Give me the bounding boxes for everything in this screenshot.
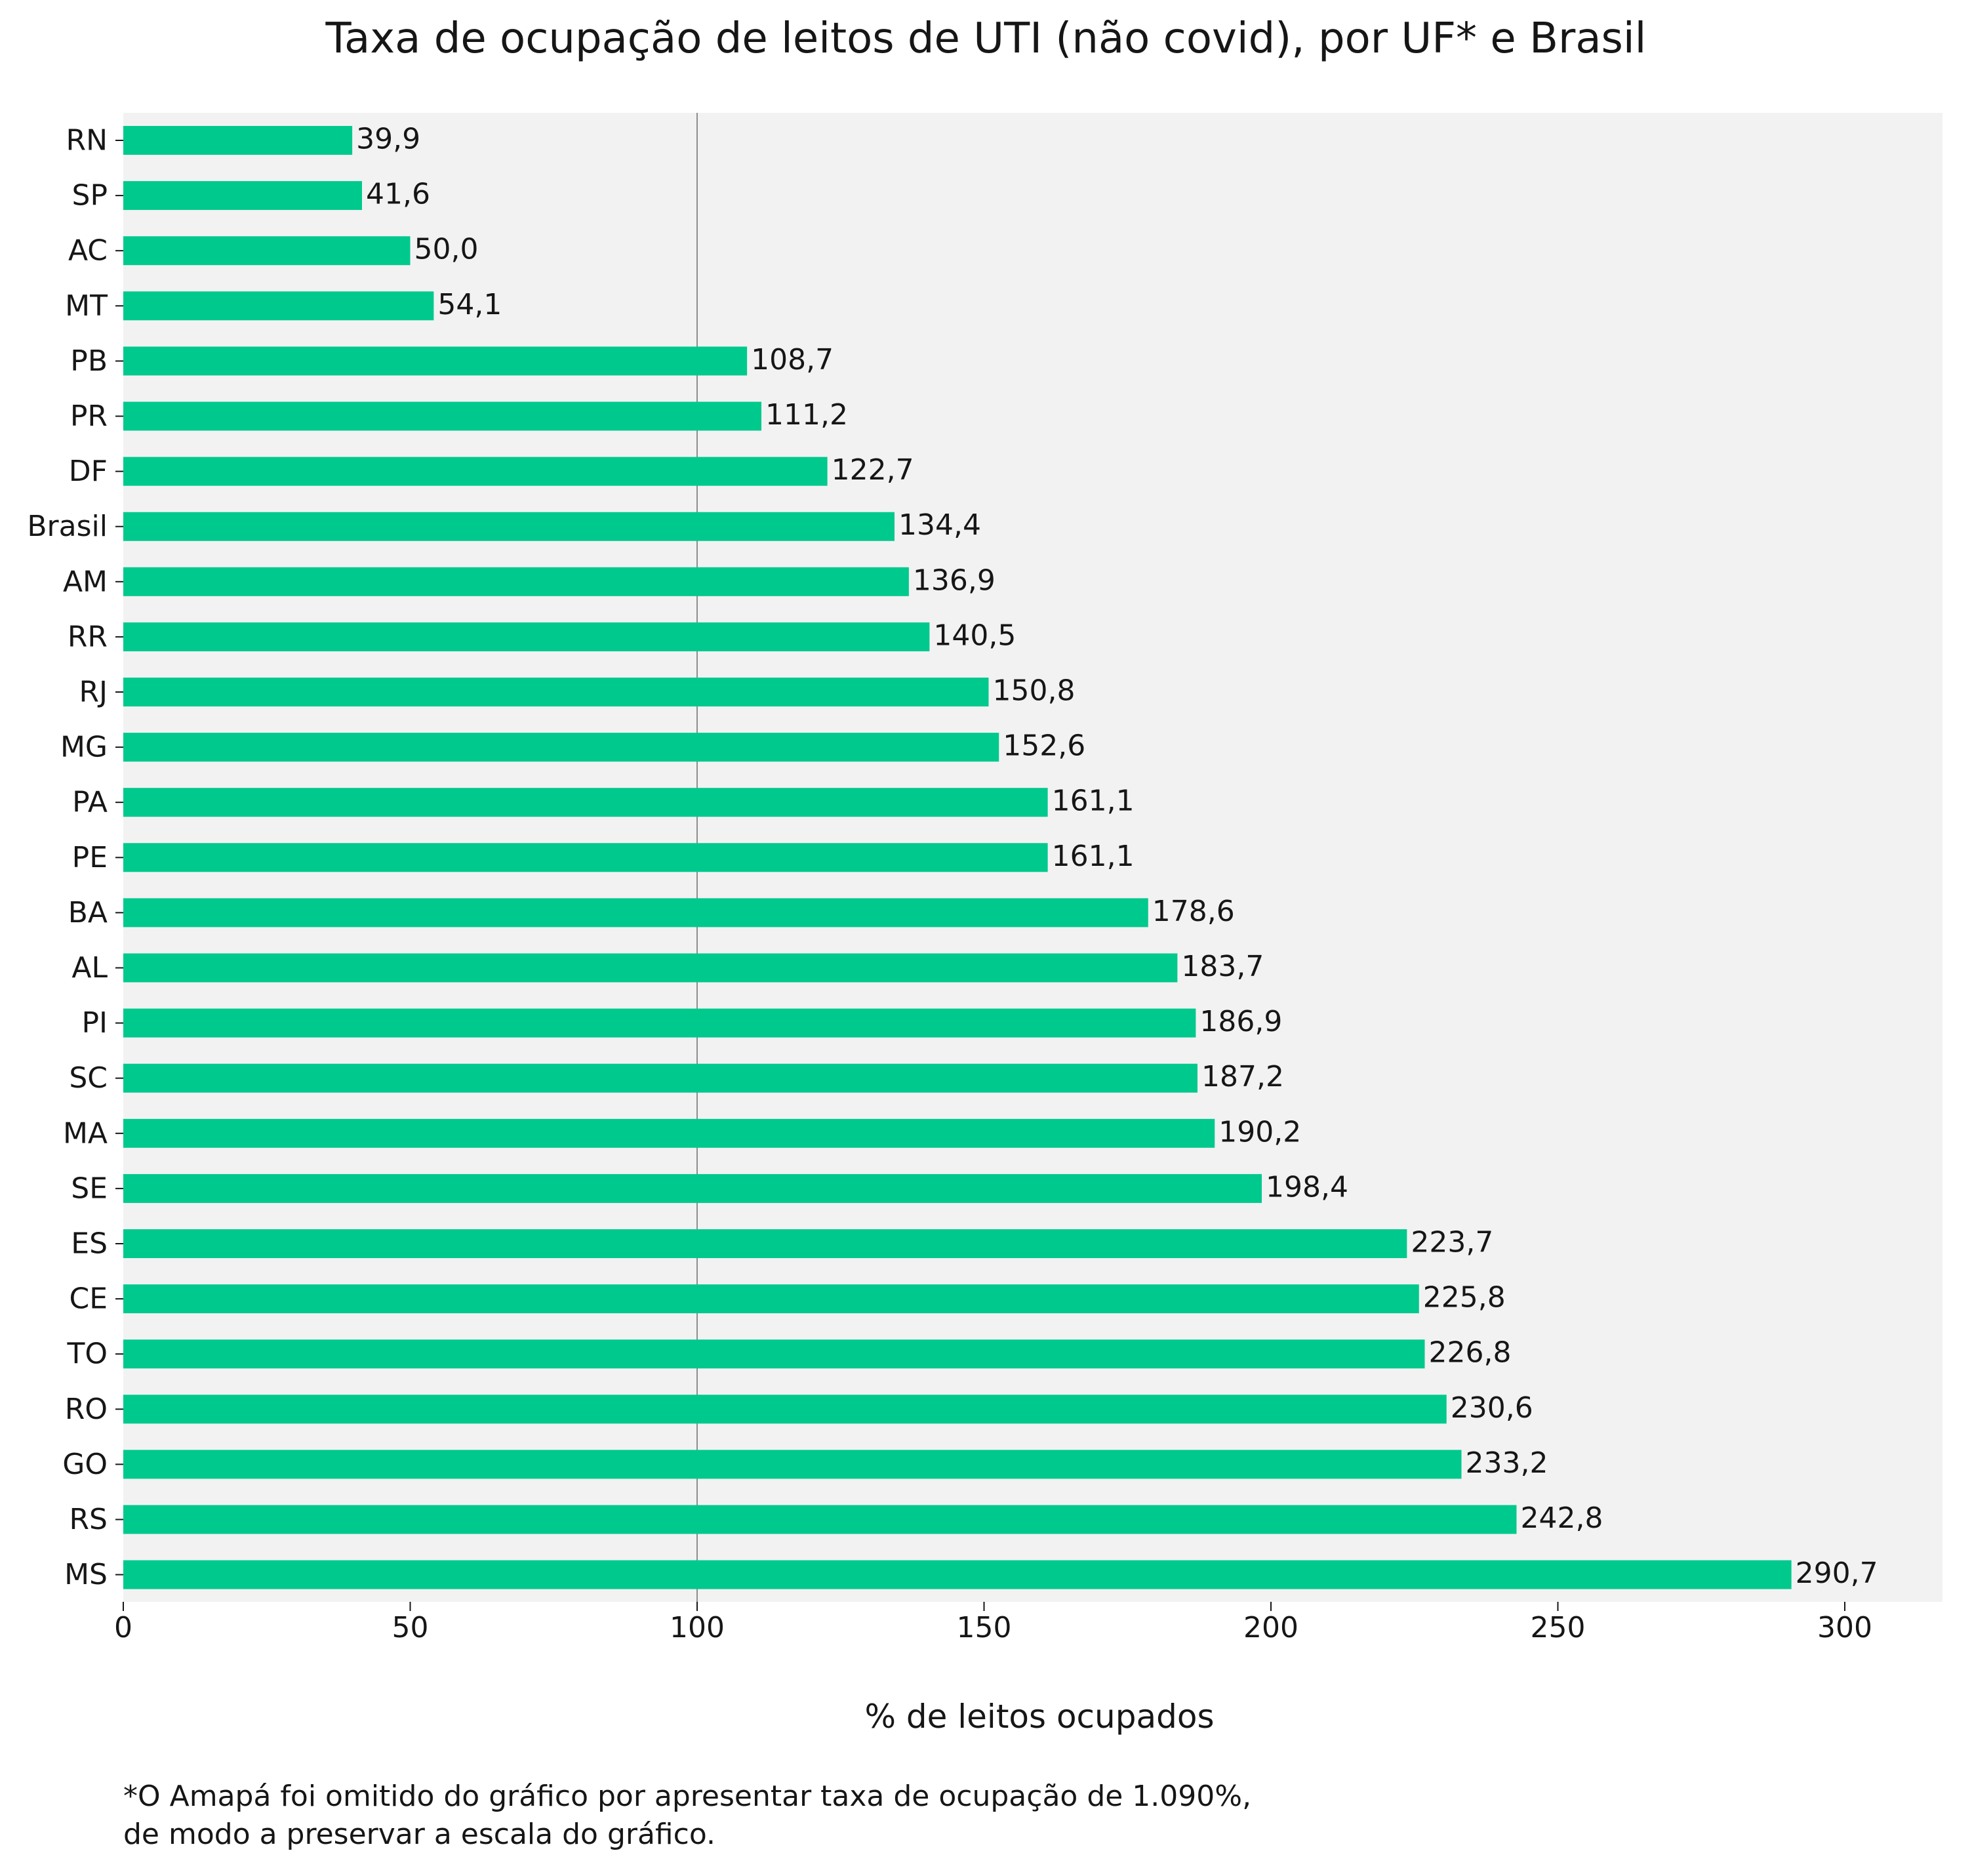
bar-rn — [123, 126, 353, 155]
value-label-mt: 54,1 — [437, 288, 502, 321]
bar-pi — [123, 1008, 1196, 1038]
y-tick-label-rs: RS — [69, 1503, 108, 1536]
y-tick-label-am: AM — [63, 565, 108, 598]
x-tick-label-50: 50 — [392, 1611, 429, 1644]
plot-area: RN 39,9 SP 41,6 AC 50,0 MT 54,1 PB 108,7 PR 111,2 DF… — [27, 113, 1942, 1644]
bar-brasil — [123, 512, 895, 541]
y-tick-label-ro: RO — [65, 1393, 108, 1426]
bar-se — [123, 1173, 1262, 1203]
value-label-pe: 161,1 — [1052, 840, 1135, 873]
bar-ce — [123, 1284, 1419, 1314]
bar-rr — [123, 622, 930, 651]
value-label-ce: 225,8 — [1423, 1281, 1506, 1315]
value-label-sp: 41,6 — [366, 178, 430, 211]
footnote: *O Amapá foi omitido do gráfico por apre… — [123, 1778, 1251, 1854]
value-label-se: 198,4 — [1266, 1170, 1348, 1204]
x-axis-label: % de leitos ocupados — [864, 1698, 1215, 1736]
value-label-ms: 290,7 — [1796, 1557, 1878, 1590]
value-label-ac: 50,0 — [414, 233, 479, 266]
y-tick-label-ms: MS — [64, 1558, 108, 1591]
y-tick-label-pa: PA — [72, 786, 108, 819]
value-label-al: 183,7 — [1181, 950, 1264, 983]
y-tick-label-ba: BA — [68, 896, 108, 929]
x-tick-label-300: 300 — [1817, 1611, 1872, 1644]
y-tick-label-ce: CE — [69, 1282, 108, 1316]
footnote-line-1: *O Amapá foi omitido do gráfico por apre… — [123, 1780, 1252, 1813]
bar-rs — [123, 1505, 1517, 1534]
bar-ba — [123, 898, 1148, 928]
value-label-brasil: 134,4 — [898, 508, 981, 542]
x-tick-label-0: 0 — [114, 1611, 132, 1644]
x-tick-label-150: 150 — [957, 1611, 1012, 1644]
value-label-mg: 152,6 — [1003, 729, 1085, 763]
value-label-rj: 150,8 — [993, 674, 1076, 708]
y-tick-label-rn: RN — [66, 124, 108, 157]
value-label-ma: 190,2 — [1218, 1115, 1301, 1149]
bar-sp — [123, 181, 362, 211]
bar-df — [123, 457, 828, 486]
bar-ma — [123, 1118, 1215, 1148]
y-tick-label-pi: PI — [81, 1006, 108, 1040]
y-tick-label-pe: PE — [72, 841, 108, 874]
y-tick-label-pr: PR — [70, 399, 108, 433]
y-tick-label-sc: SC — [69, 1061, 108, 1095]
bar-pb — [123, 346, 748, 376]
y-tick-label-mg: MG — [60, 731, 108, 764]
x-tick-label-100: 100 — [670, 1611, 725, 1644]
value-label-go: 233,2 — [1466, 1446, 1548, 1480]
chart-title: Taxa de ocupação de leitos de UTI (não c… — [325, 14, 1647, 63]
value-label-rr: 140,5 — [933, 619, 1016, 652]
bar-go — [123, 1450, 1462, 1479]
bar-am — [123, 567, 909, 596]
bar-al — [123, 953, 1178, 983]
value-label-es: 223,7 — [1411, 1226, 1493, 1259]
value-label-ro: 230,6 — [1451, 1391, 1533, 1425]
value-label-rs: 242,8 — [1521, 1501, 1603, 1535]
bar-mg — [123, 733, 999, 762]
bar-rj — [123, 678, 989, 706]
bar-ms — [123, 1560, 1792, 1589]
y-tick-label-al: AL — [71, 951, 108, 985]
footnote-line-2: de modo a preservar a escala do gráfico. — [123, 1818, 715, 1851]
value-label-rn: 39,9 — [356, 123, 420, 156]
y-tick-label-df: DF — [69, 455, 108, 488]
y-tick-label-ma: MA — [63, 1116, 108, 1150]
y-tick-label-rr: RR — [68, 620, 108, 653]
bar-mt — [123, 291, 434, 321]
value-label-to: 226,8 — [1429, 1336, 1512, 1370]
y-tick-label-es: ES — [71, 1227, 108, 1261]
y-tick-label-to: TO — [66, 1337, 108, 1371]
y-tick-label-rj: RJ — [79, 676, 108, 709]
y-tick-label-pb: PB — [70, 344, 108, 378]
bar-pr — [123, 401, 761, 431]
y-tick-label-sp: SP — [72, 179, 108, 213]
value-label-pr: 111,2 — [765, 398, 848, 432]
value-label-df: 122,7 — [832, 453, 914, 487]
value-label-pi: 186,9 — [1199, 1005, 1282, 1038]
y-tick-label-go: GO — [62, 1448, 108, 1481]
bar-to — [123, 1339, 1425, 1369]
x-tick-label-200: 200 — [1243, 1611, 1298, 1644]
value-label-ba: 178,6 — [1152, 895, 1235, 928]
value-label-pb: 108,7 — [751, 343, 834, 377]
x-tick-label-250: 250 — [1531, 1611, 1586, 1644]
bar-pe — [123, 843, 1048, 872]
bar-sc — [123, 1063, 1197, 1093]
bar-pa — [123, 788, 1048, 817]
value-label-sc: 187,2 — [1201, 1060, 1284, 1093]
y-tick-label-ac: AC — [68, 234, 108, 268]
value-label-am: 136,9 — [913, 563, 996, 597]
value-label-pa: 161,1 — [1052, 785, 1135, 818]
bar-ac — [123, 236, 411, 266]
bar-es — [123, 1229, 1407, 1258]
bar-ro — [123, 1395, 1447, 1424]
y-tick-label-se: SE — [71, 1172, 108, 1205]
y-tick-label-mt: MT — [65, 289, 108, 323]
y-tick-label-brasil: Brasil — [27, 510, 108, 543]
